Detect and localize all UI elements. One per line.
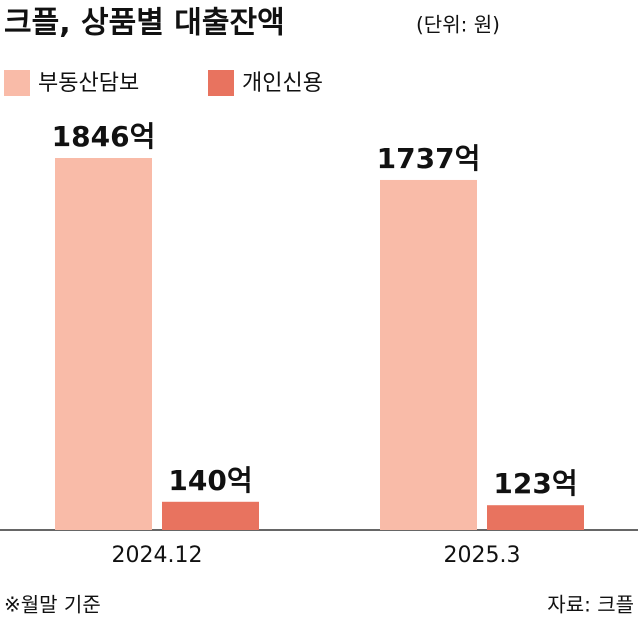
legend-label: 부동산담보 [38,71,139,96]
bar [55,158,152,530]
x-tick-label: 2024.12 [112,543,203,568]
chart-title: 크플, 상품별 대출잔액 [4,6,285,41]
legend-swatch [4,70,30,96]
value-label: 140억 [168,464,252,497]
bar [162,501,259,530]
chart-subtitle: (단위: 원) [416,13,500,37]
source: 자료: 크플 [547,593,634,617]
value-label: 1737억 [377,142,481,175]
note: ※월말 기준 [4,593,101,617]
x-tick-label: 2025.3 [444,543,521,568]
value-label: 1846억 [52,120,156,153]
bar [487,505,584,530]
legend-swatch [208,70,234,96]
legend-label: 개인신용 [242,71,323,96]
bar [380,179,477,530]
value-label: 123억 [493,467,577,500]
